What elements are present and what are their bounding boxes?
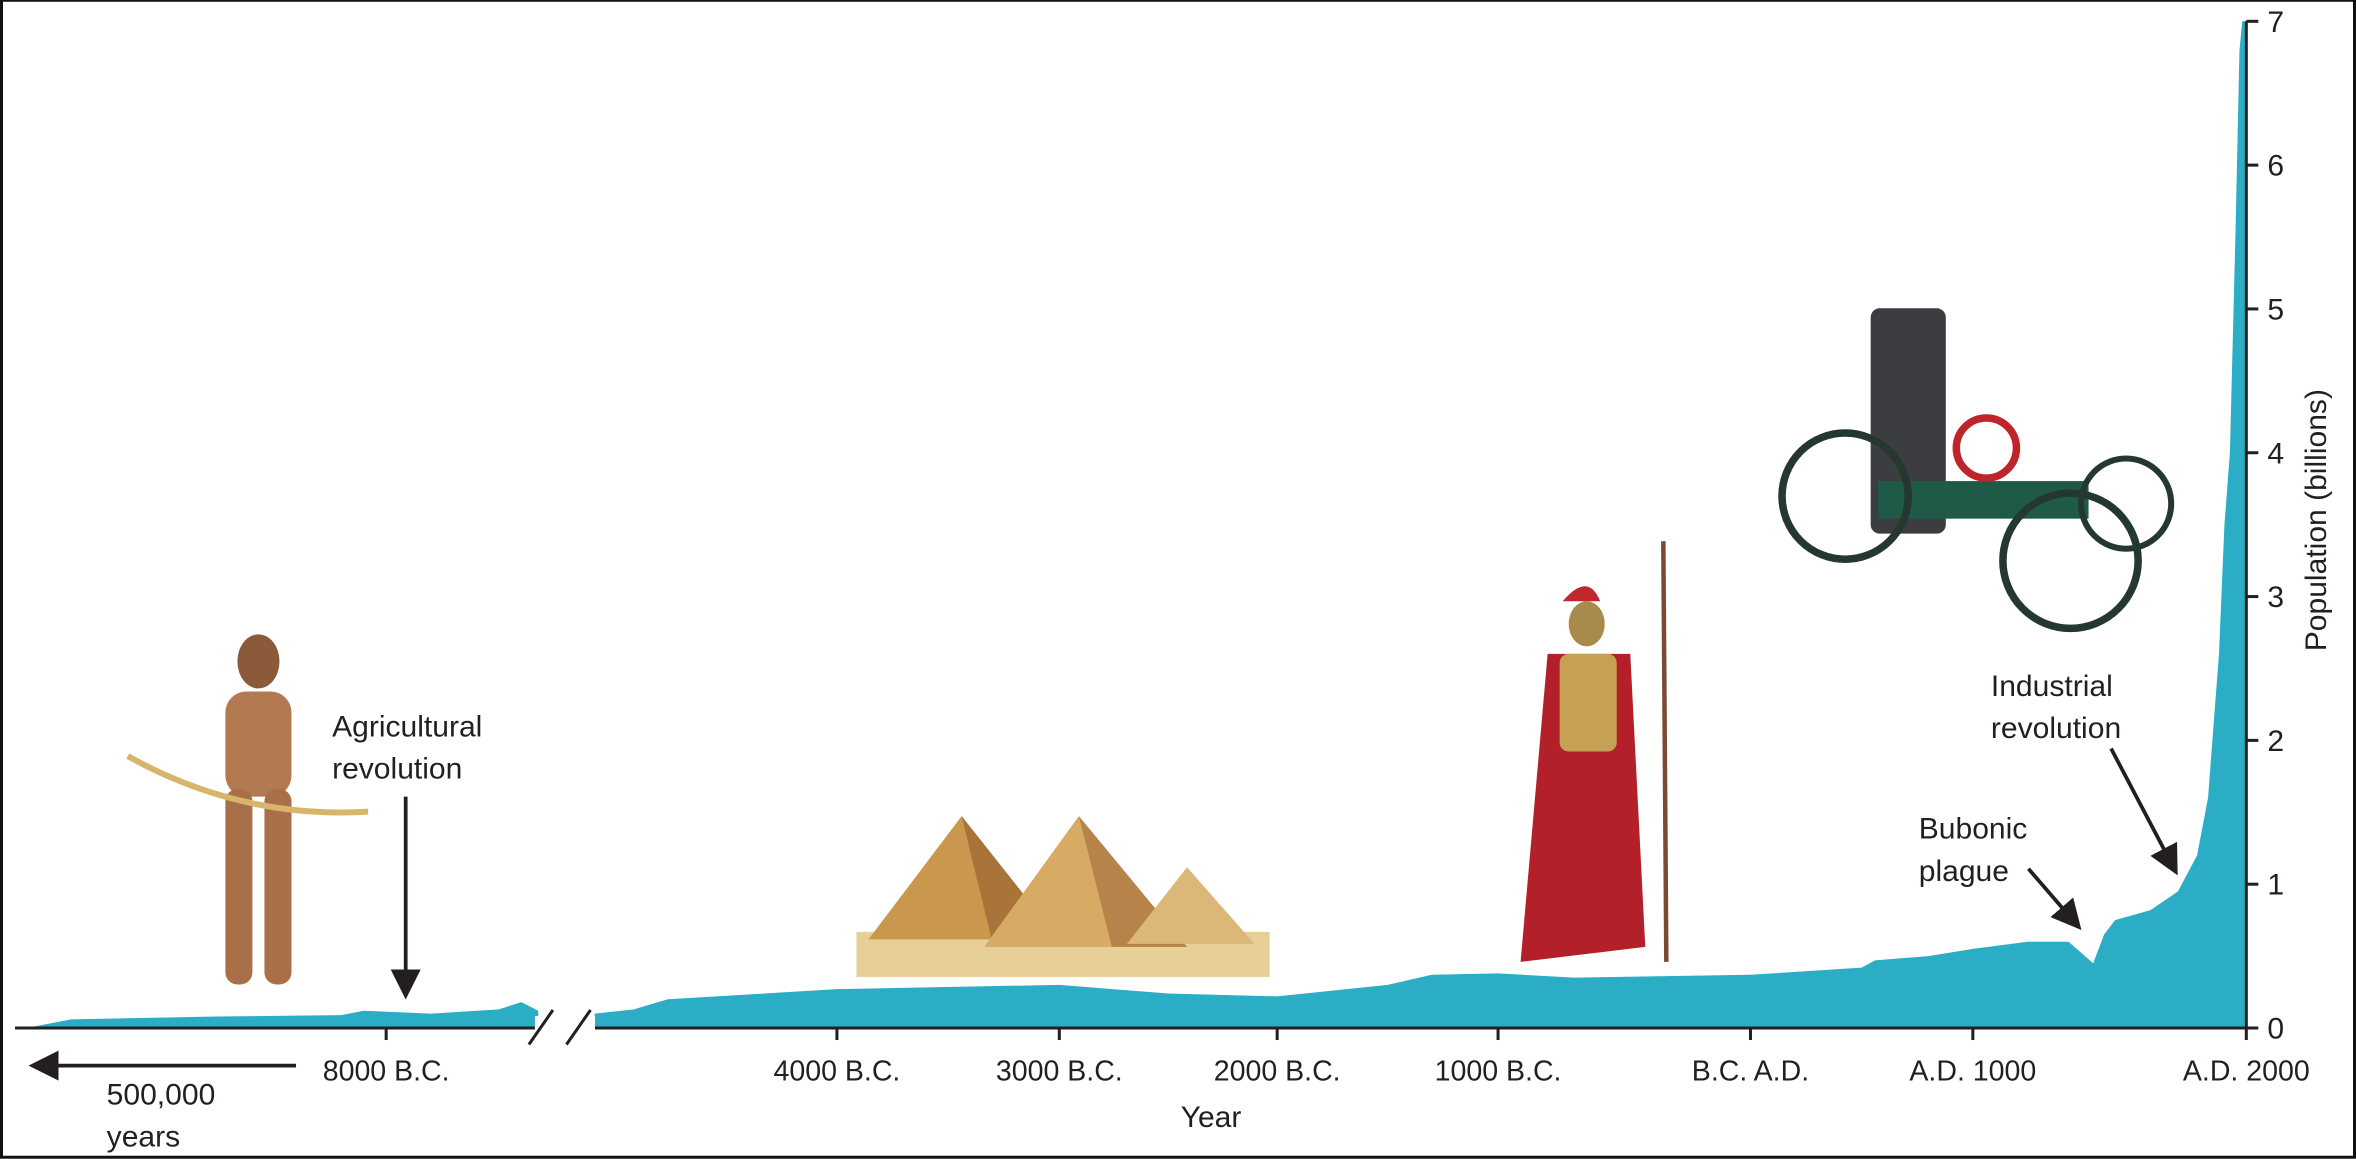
y-tick-label: 7 [2267, 6, 2284, 39]
plot-area: 8000 B.C. 4000 B.C. 3000 B.C. 2000 B.C. 1000… [15, 6, 2310, 1088]
annotation-arrow [2109, 747, 2178, 876]
archer-illustration [126, 634, 369, 985]
annotation: Agricultural revolution [332, 711, 482, 786]
annotation: Bubonic plague [1919, 813, 2028, 888]
annotation-arrow [2027, 867, 2082, 931]
y-tick-label: 0 [2267, 1013, 2284, 1046]
y-tick-label: 2 [2267, 725, 2284, 758]
y-tick-label: 1 [2267, 869, 2284, 902]
x-tick-label: B.C. A.D. [1692, 1056, 1809, 1088]
annotation: Industrial revolution [1991, 670, 2121, 745]
x-tick-label: 2000 B.C. [1214, 1056, 1341, 1088]
x-tick-label: 1000 B.C. [1435, 1056, 1562, 1088]
x-tick-label: 4000 B.C. [773, 1056, 900, 1088]
annotation: 500,000 years [107, 1079, 216, 1154]
pyramids-illustration [856, 816, 1270, 977]
y-tick-label: 6 [2267, 150, 2284, 183]
y-tick-label: 3 [2267, 581, 2284, 614]
axis-break [527, 1009, 596, 1046]
steam-carriage-illustration [1778, 308, 2175, 633]
y-tick-label: 4 [2267, 437, 2284, 470]
x-tick-label: 3000 B.C. [996, 1056, 1123, 1088]
y-tick-label: 5 [2267, 293, 2284, 326]
x-tick-label: A.D. 2000 [2183, 1056, 2310, 1088]
x-tick-label: A.D. 1000 [1909, 1056, 2036, 1088]
y-axis-title: Population (billions) [2300, 389, 2333, 651]
x-tick-label: 8000 B.C. [323, 1056, 450, 1088]
soldier-illustration [1520, 541, 1669, 962]
x-axis-title: Year [1181, 1101, 1242, 1134]
